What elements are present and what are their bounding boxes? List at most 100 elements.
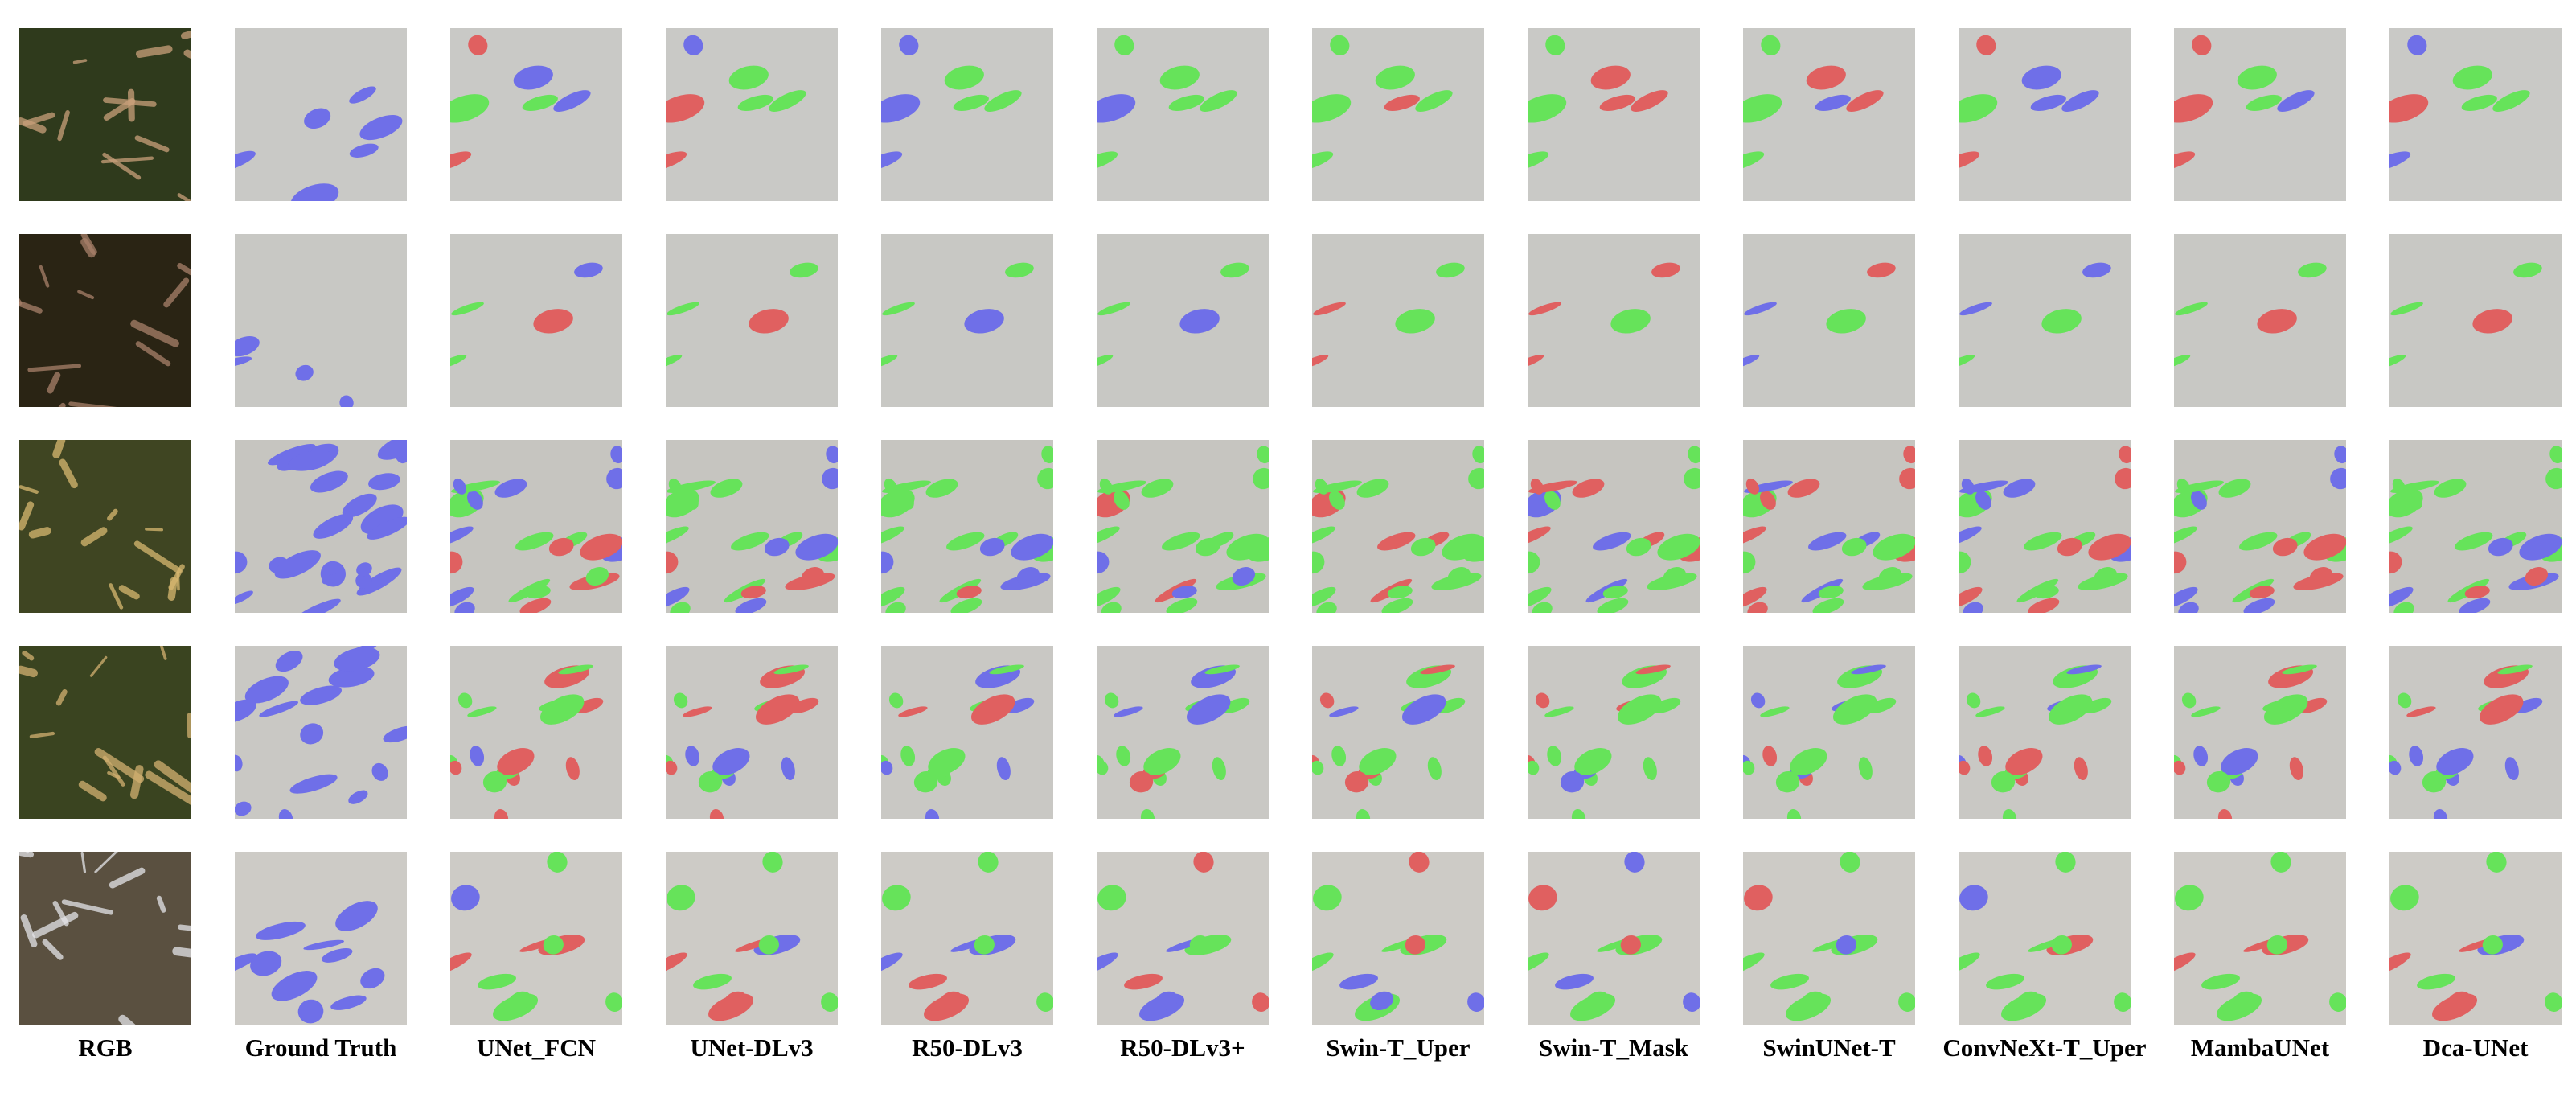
image [1940, 440, 2151, 622]
image-cell [1294, 440, 1505, 622]
image-cell [2156, 440, 2367, 622]
column-label: MambaUNet [2191, 1033, 2330, 1062]
image-cell [219, 234, 407, 412]
image-cell [2371, 440, 2576, 622]
terrain-streak [131, 92, 132, 119]
image [19, 646, 195, 819]
image [2156, 440, 2367, 622]
image [1290, 28, 1484, 201]
gray-background [1743, 646, 1915, 819]
image [1725, 440, 1936, 622]
image [2158, 234, 2346, 407]
image-cell [865, 234, 1053, 407]
gray-background [235, 234, 407, 407]
image [429, 849, 626, 1026]
image-cell [1506, 28, 1700, 201]
column-label: Ground Truth [245, 1033, 397, 1062]
image [1304, 646, 1484, 828]
image [219, 234, 407, 412]
rgb-background [19, 646, 191, 819]
terrain-streak [21, 853, 31, 854]
terrain-streak [47, 405, 63, 424]
image-cell [221, 428, 426, 625]
image-cell [644, 849, 841, 1026]
image [2368, 849, 2565, 1026]
image [1727, 234, 1915, 407]
column-label: Dca-UNet [2423, 1033, 2529, 1062]
image-cell [213, 28, 407, 218]
column-label: Swin-T_Uper [1326, 1033, 1470, 1062]
image-cell [2381, 646, 2562, 828]
image [1089, 646, 1269, 828]
terrain-streak [146, 529, 162, 530]
image-cell [647, 440, 859, 622]
terrain-streak [56, 441, 61, 455]
terrain-streak [140, 49, 169, 54]
column-label: UNet-DLv3 [690, 1033, 813, 1062]
image [1075, 849, 1272, 1026]
column-label: Swin-T_Mask [1539, 1033, 1689, 1062]
image [2368, 28, 2562, 201]
image-cell [442, 646, 622, 828]
image-cell [863, 440, 1074, 622]
image-cell [429, 849, 626, 1026]
rgb-background [19, 440, 191, 613]
image [19, 848, 228, 1039]
gray-background [450, 646, 622, 819]
terrain-streak [187, 53, 219, 68]
image [647, 440, 859, 622]
image [442, 646, 622, 828]
image [650, 234, 838, 407]
terrain-streak [21, 670, 34, 673]
column-label: RGB [78, 1033, 132, 1062]
image-cell [1290, 28, 1484, 201]
image-cell [1509, 440, 1721, 622]
image [19, 440, 191, 613]
image [1294, 440, 1505, 622]
image [865, 234, 1053, 407]
image [859, 849, 1056, 1026]
terrain-streak [33, 531, 47, 535]
image-cell [19, 24, 225, 223]
image-cell [213, 852, 407, 1025]
image-cell [1075, 28, 1269, 201]
image-cell [1296, 234, 1484, 407]
terrain-streak [171, 581, 174, 597]
image-cell [1721, 28, 1915, 201]
gray-background [666, 646, 838, 819]
image-cell [2166, 646, 2346, 828]
terrain-streak [10, 287, 19, 303]
image [1937, 28, 2131, 201]
image-cell [2368, 849, 2565, 1026]
rgb-background [19, 234, 191, 407]
image-cell [19, 440, 191, 613]
image [10, 234, 214, 424]
image-cell [1290, 849, 1487, 1026]
image-cell [1512, 234, 1700, 407]
image [1075, 28, 1269, 201]
image [2152, 28, 2346, 201]
image-cell [2373, 234, 2562, 407]
image-cell [2368, 28, 2562, 201]
image [658, 646, 838, 828]
column-label: ConvNeXt-T_Uper [1942, 1033, 2146, 1062]
image [213, 28, 407, 218]
image-cell [429, 28, 622, 201]
image-cell [19, 646, 195, 819]
image [1506, 28, 1700, 201]
image-cell [2158, 234, 2346, 407]
image-cell [10, 234, 214, 424]
rgb-background [19, 852, 191, 1025]
image-cell [1727, 234, 1915, 407]
image [1296, 234, 1484, 407]
image [1506, 849, 1703, 1026]
image-cell [658, 646, 838, 828]
image-cell [1520, 646, 1700, 828]
image-cell [2152, 28, 2346, 201]
image [644, 849, 841, 1026]
image [221, 428, 426, 625]
image [873, 646, 1053, 828]
image-cell [1721, 849, 1918, 1026]
column-label: R50-DLv3 [912, 1033, 1023, 1062]
gray-background [1959, 646, 2131, 819]
